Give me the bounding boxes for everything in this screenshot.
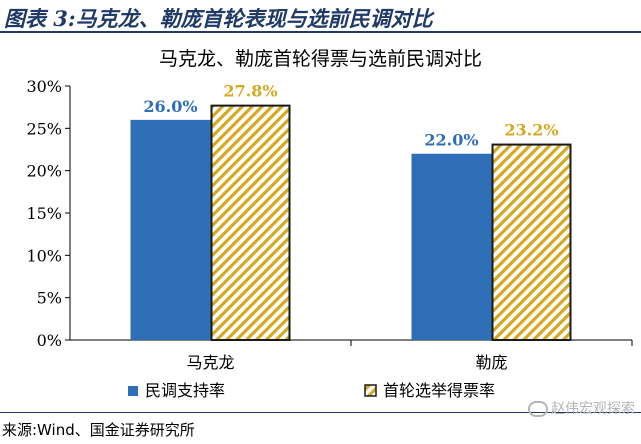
y-tick-label: 30% (26, 77, 62, 96)
bar-chart: 0% 5% 10% 15% 20% 25% 30% 马克龙 26.0% 27.8% 勒庞 22.0%… (26, 77, 633, 400)
y-tick-label: 0% (37, 331, 62, 350)
y-tick-label: 25% (26, 119, 62, 138)
bar-result-1 (210, 104, 291, 341)
figure-title: 图表 3:马克龙、勒庞首轮表现与选前民调对比 (4, 6, 433, 31)
figure-heading: 图表 3:马克龙、勒庞首轮表现与选前民调对比 (0, 0, 641, 33)
watermark-text: 赵伟宏观探索 (551, 401, 635, 417)
x-tick-label: 马克龙 (186, 353, 234, 372)
data-label: 22.0% (424, 131, 478, 150)
y-tick-label: 5% (37, 289, 62, 308)
source-divider (0, 412, 641, 413)
x-tick-label: 勒庞 (475, 353, 507, 372)
data-label: 23.2% (504, 121, 558, 140)
y-tick-label: 10% (26, 246, 62, 265)
bar-poll-1 (130, 119, 211, 340)
y-tick-label: 15% (26, 204, 62, 223)
data-label: 27.8% (223, 82, 277, 101)
data-label: 26.0% (143, 97, 197, 116)
chart-title: 马克龙、勒庞首轮得票与选前民调对比 (158, 48, 482, 70)
legend-swatch-poll (128, 386, 138, 396)
wechat-icon (528, 401, 548, 417)
y-tick-label: 20% (26, 162, 62, 181)
legend-label-result: 首轮选举得票率 (383, 381, 495, 400)
legend-swatch-result (364, 384, 377, 397)
legend-label-poll: 民调支持率 (145, 381, 225, 400)
heading-divider (0, 31, 641, 33)
source-note: 来源:Wind、国金证券研究所 (2, 421, 195, 439)
bar-result-2 (491, 143, 572, 341)
bar-poll-2 (411, 153, 492, 340)
watermark: 赵伟宏观探索 (528, 398, 635, 418)
